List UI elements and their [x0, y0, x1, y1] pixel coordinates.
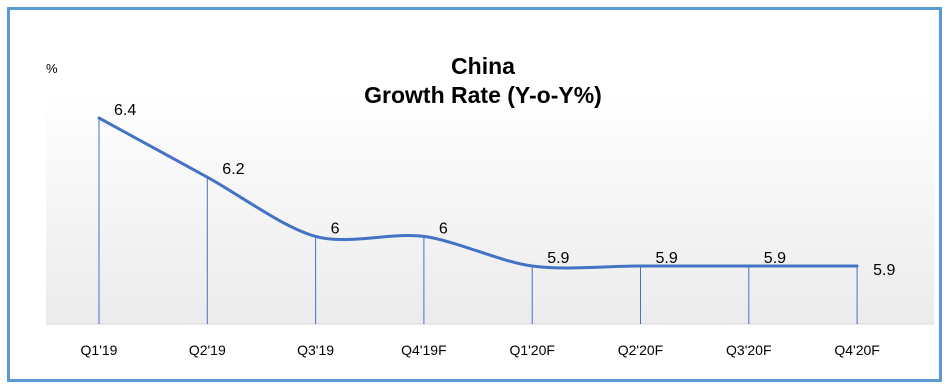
- chart-subtitle: Growth Rate (Y-o-Y%): [364, 82, 602, 108]
- chart-title: China: [451, 53, 515, 79]
- x-tick-label-6: Q3'20F: [726, 342, 771, 358]
- y-axis-unit-label: %: [46, 61, 58, 76]
- x-tick-label-7: Q4'20F: [834, 342, 879, 358]
- x-tick-label-0: Q1'19: [81, 342, 118, 358]
- data-label-7: 5.9: [873, 262, 895, 279]
- x-tick-label-4: Q1'20F: [509, 342, 554, 358]
- x-tick-label-2: Q3'19: [297, 342, 334, 358]
- x-tick-label-1: Q2'19: [189, 342, 226, 358]
- data-label-2: 6: [331, 220, 340, 237]
- plot-area: [46, 92, 934, 324]
- data-label-4: 5.9: [547, 250, 569, 267]
- x-tick-label-5: Q2'20F: [618, 342, 663, 358]
- data-label-5: 5.9: [656, 250, 678, 267]
- x-tick-label-3: Q4'19F: [401, 342, 446, 358]
- data-label-1: 6.2: [222, 161, 244, 178]
- data-label-6: 5.9: [764, 250, 786, 267]
- series-line: [97, 116, 859, 270]
- data-label-3: 6: [439, 220, 448, 237]
- data-label-0: 6.4: [114, 102, 136, 119]
